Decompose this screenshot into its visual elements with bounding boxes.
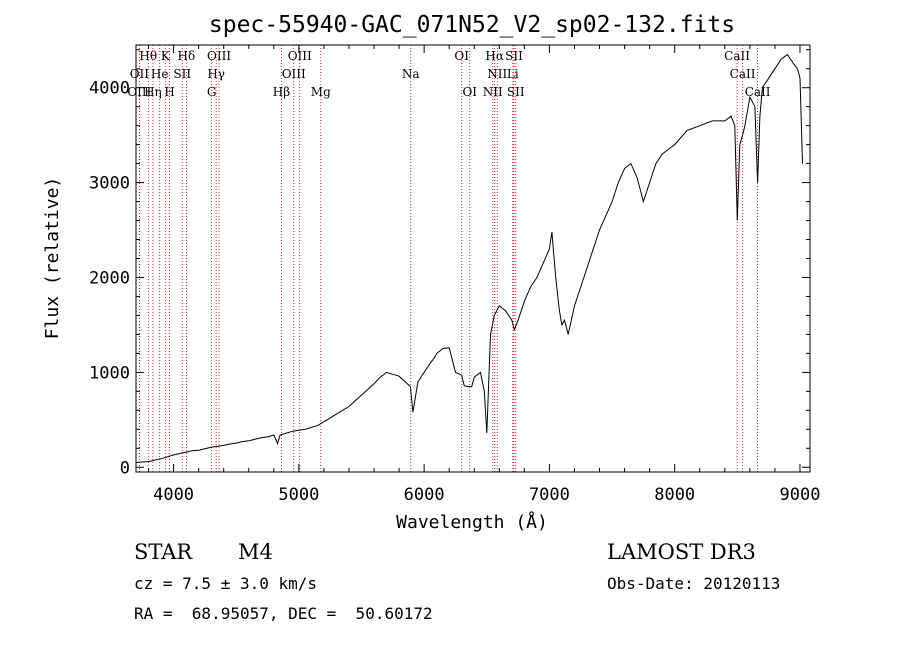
spectral-line-label: OIII [127, 85, 151, 99]
spectral-line-label: He [151, 67, 169, 81]
axis-ticks: 4000 5000 6000 7000 8000 9000 0 1000 2000 3000 400… [89, 45, 820, 505]
y-axis-label: Flux (relative) [42, 177, 63, 340]
spectral-line-label: OII [130, 67, 150, 81]
y-tick-label: 0 [120, 458, 130, 478]
spectrum-line [135, 53, 803, 463]
x-tick-label: 7000 [529, 485, 570, 505]
spectral-line-label: OIII [282, 67, 306, 81]
spectral-line-label: Na [402, 67, 420, 81]
spectral-line-label: H [164, 85, 174, 99]
spectral-line-label: OIII [207, 49, 231, 63]
y-tick-label: 4000 [89, 79, 130, 99]
spectral-line-label: G [207, 85, 217, 99]
spectral-line-label: K [161, 49, 171, 63]
spectral-line-label: NII [483, 85, 503, 99]
spectral-line-label: CaII [730, 67, 756, 81]
spectral-line-label: OIII [288, 49, 312, 63]
spectral-line-label: Hη [144, 85, 162, 99]
object-class: STAR [134, 540, 193, 564]
spectral-line-label: Hβ [273, 85, 290, 99]
spectral-line-label: Mg [311, 85, 331, 99]
spectral-line-label: CaII [745, 85, 771, 99]
spectral-line-label: CaII [724, 49, 750, 63]
plot-frame [135, 44, 811, 473]
object-subclass: M4 [238, 540, 273, 564]
redshift-cz: cz = 7.5 ± 3.0 km/s [134, 574, 318, 593]
spectral-line-label: OI [462, 85, 477, 99]
y-tick-label: 2000 [89, 268, 130, 288]
x-tick-label: 6000 [404, 485, 445, 505]
survey-name: LAMOST DR3 [607, 540, 756, 564]
observation-date: Obs-Date: 20120113 [607, 574, 781, 593]
chart-title: spec-55940-GAC_071N52_V2_sp02-132.fits [209, 12, 735, 38]
spectral-line-label: NII [487, 67, 507, 81]
x-tick-label: 4000 [153, 485, 194, 505]
x-axis-label: Wavelength (Å) [396, 511, 548, 533]
spectral-line-label: OI [454, 49, 469, 63]
coordinates: RA = 68.95057, DEC = 50.60172 [134, 604, 433, 623]
spectral-line-label: Hδ [178, 49, 196, 63]
y-tick-label: 3000 [89, 174, 130, 194]
spectral-line-label: Hθ [139, 49, 157, 63]
spectral-line-label: Li [507, 67, 519, 81]
x-tick-label: 9000 [780, 485, 821, 505]
spectral-line-label: SII [505, 49, 523, 63]
spectral-line-label: SII [173, 67, 191, 81]
spectral-line-label: SII [507, 85, 525, 99]
spectral-line-label: Hα [485, 49, 504, 63]
x-tick-label: 5000 [278, 485, 319, 505]
x-tick-label: 8000 [654, 485, 695, 505]
spectral-line-markers [138, 45, 759, 472]
spectral-line-label: Hγ [207, 67, 225, 81]
y-tick-label: 1000 [89, 363, 130, 383]
